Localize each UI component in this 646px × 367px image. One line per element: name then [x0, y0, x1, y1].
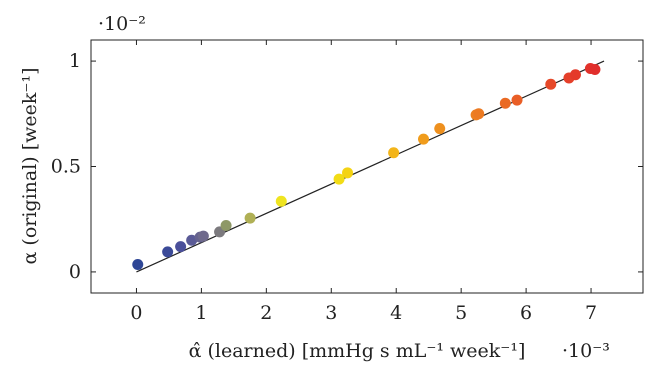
x-tick-label: 1: [195, 302, 207, 324]
data-point: [244, 212, 256, 224]
y-tick-label: 1: [69, 50, 81, 72]
y-tick-label: 0.5: [51, 156, 81, 178]
data-point: [434, 123, 446, 135]
data-point: [473, 108, 485, 120]
data-point: [342, 167, 354, 179]
data-point: [162, 246, 174, 258]
x-tick-label: 5: [455, 302, 467, 324]
data-point: [197, 230, 209, 242]
data-point: [220, 220, 232, 232]
x-tick-label: 2: [260, 302, 272, 324]
x-scale-label: ·10⁻³: [562, 340, 610, 362]
x-tick-label: 0: [130, 302, 142, 324]
x-tick-label: 3: [325, 302, 337, 324]
y-scale-label: ·10⁻²: [98, 13, 146, 35]
data-point: [417, 133, 429, 145]
x-axis-label: α̂ (learned) [mmHg s mL⁻¹ week⁻¹]: [189, 340, 526, 362]
data-point: [186, 234, 198, 246]
data-point: [175, 241, 187, 253]
data-point: [333, 173, 345, 185]
x-tick-label: 7: [585, 302, 597, 324]
y-tick-label: 0: [69, 261, 81, 283]
x-tick-label: 6: [520, 302, 532, 324]
fit-line: [136, 60, 605, 273]
data-point: [132, 259, 144, 271]
data-point: [589, 64, 601, 76]
data-point: [511, 94, 523, 106]
data-point: [388, 147, 400, 159]
data-point: [545, 78, 557, 90]
data-point: [569, 69, 581, 81]
x-tick-label: 4: [390, 302, 402, 324]
data-point: [499, 97, 511, 109]
y-axis-label: α (original) [week⁻¹]: [19, 68, 41, 265]
data-point: [275, 195, 287, 207]
